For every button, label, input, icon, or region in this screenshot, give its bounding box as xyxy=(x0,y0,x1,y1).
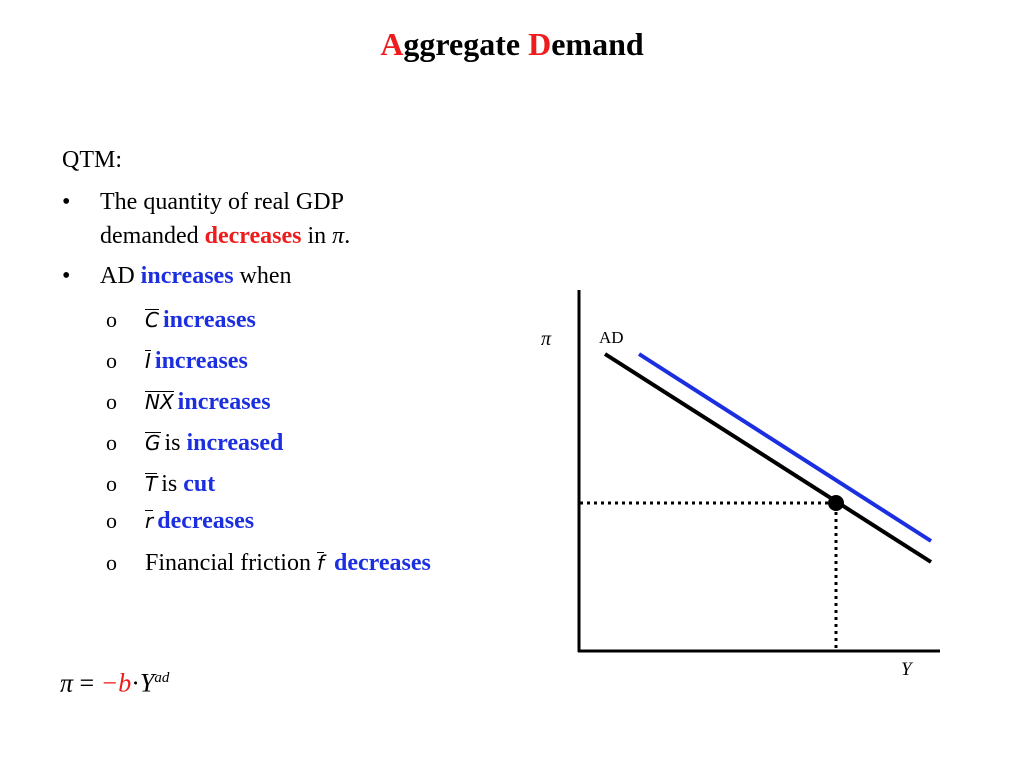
bullet-1-keyword: decreases xyxy=(204,223,302,249)
list-item: NX increases xyxy=(145,388,271,416)
title-letter-d: D xyxy=(528,26,552,62)
overbar-symbol: C xyxy=(145,308,159,332)
y-axis-label: π xyxy=(541,328,552,350)
item-text: is xyxy=(164,430,187,456)
bullet-1-period: . xyxy=(344,223,351,249)
overbar-symbol: G xyxy=(145,431,161,455)
bullet-dot-1: • xyxy=(62,189,71,215)
item-keyword: decreases xyxy=(334,550,431,576)
bullet-1-text-2: in xyxy=(301,223,333,249)
item-keyword: increases xyxy=(154,348,248,374)
formula-equals: = xyxy=(73,668,101,698)
overbar-symbol: NX xyxy=(145,390,174,414)
sub-marker: o xyxy=(106,348,117,373)
title-part-1: ggregate xyxy=(403,26,529,62)
sub-marker: o xyxy=(106,389,117,414)
bullet-dot-2: • xyxy=(62,263,71,289)
item-keyword: cut xyxy=(183,471,216,497)
list-item: Financial friction f decreases xyxy=(145,549,431,577)
shifted-ad-curve xyxy=(637,352,933,543)
bullet-2-keyword: increases xyxy=(140,263,234,289)
item-text: is xyxy=(161,471,184,497)
item-keyword: decreases xyxy=(157,508,255,534)
item-keyword: increased xyxy=(186,430,284,456)
equilibrium-point xyxy=(828,495,844,511)
bullet-2-text-2: when xyxy=(233,263,292,289)
formula-lhs: π xyxy=(60,668,74,698)
list-item: r decreases xyxy=(145,507,254,535)
overbar-symbol: r xyxy=(145,509,154,533)
formula-superscript: ad xyxy=(154,670,170,686)
ad-curve-label: AD xyxy=(599,328,624,347)
item-text: Financial friction xyxy=(145,550,317,576)
item-keyword: increases xyxy=(177,389,271,415)
bullet-1-line-2: demanded decreases in π. xyxy=(100,222,350,250)
bullet-1-line-1: The quantity of real GDP xyxy=(100,189,344,215)
formula-coefficient: −b xyxy=(100,668,132,698)
pi-symbol: π xyxy=(332,223,345,249)
overbar-symbol: I xyxy=(145,349,151,373)
formula-dot: · xyxy=(131,668,140,698)
overbar-symbol: f xyxy=(316,551,324,575)
qtm-heading: QTM: xyxy=(62,147,122,173)
slide-title: Aggregate Demand xyxy=(0,26,1024,63)
formula-variable: Y xyxy=(139,668,155,698)
sub-marker: o xyxy=(106,430,117,455)
bullet-2: AD increases when xyxy=(100,262,292,290)
x-axis-label: Y xyxy=(901,659,914,680)
original-ad-curve xyxy=(603,352,933,564)
sub-marker: o xyxy=(106,508,117,533)
overbar-symbol: T xyxy=(145,472,158,496)
bullet-1-text: demanded xyxy=(100,223,205,249)
bullet-2-text: AD xyxy=(100,263,141,289)
sub-marker: o xyxy=(106,471,117,496)
sub-marker: o xyxy=(106,307,117,332)
ad-formula: π = −b·Yad xyxy=(60,664,169,698)
sub-marker: o xyxy=(106,550,117,575)
title-part-2: emand xyxy=(551,26,644,62)
title-letter-a: A xyxy=(380,26,404,62)
item-keyword: increases xyxy=(162,307,256,333)
